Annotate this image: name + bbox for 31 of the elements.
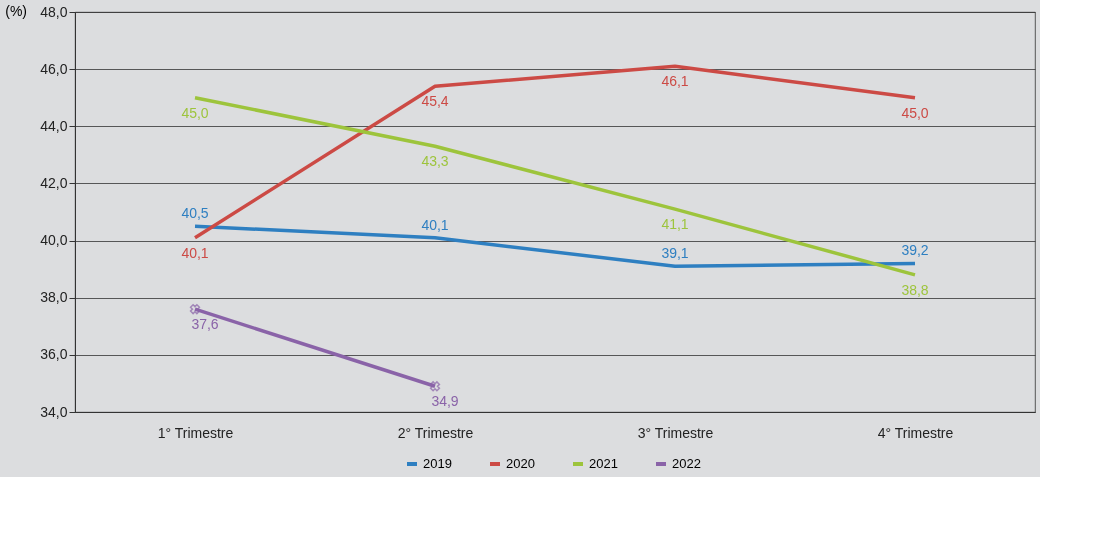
x-tick-label: 4° Trimestre	[877, 424, 954, 441]
y-tick-label: 48,0	[40, 3, 68, 20]
y-tick-label: 42,0	[40, 174, 68, 191]
data-label: 45,0	[901, 104, 929, 121]
legend-label: 2021	[589, 456, 618, 471]
legend-label: 2019	[423, 456, 452, 471]
data-label: 37,6	[191, 316, 219, 333]
y-tick-label: 46,0	[40, 60, 68, 77]
y-tick-label: 34,0	[40, 403, 68, 420]
y-tick-label: 40,0	[40, 232, 68, 249]
data-label: 39,2	[901, 242, 929, 259]
data-label: 39,1	[661, 245, 689, 262]
data-label: 34,9	[431, 393, 459, 410]
data-label: 46,1	[661, 73, 689, 90]
data-label: 40,5	[181, 205, 209, 222]
data-label: 38,8	[901, 281, 929, 298]
data-label: 40,1	[421, 216, 449, 233]
x-tick-label: 3° Trimestre	[637, 424, 714, 441]
x-tick-label: 1° Trimestre	[157, 424, 234, 441]
y-axis-title: (%)	[5, 3, 27, 19]
data-label: 45,4	[421, 93, 449, 110]
y-tick-label: 44,0	[40, 117, 68, 134]
data-label: 43,3	[421, 153, 449, 170]
legend-label: 2022	[672, 456, 701, 471]
legend-label: 2020	[506, 456, 535, 471]
x-tick-label: 2° Trimestre	[397, 424, 474, 441]
data-label: 40,1	[181, 244, 209, 261]
y-tick-label: 38,0	[40, 289, 68, 306]
data-label: 41,1	[661, 216, 689, 233]
data-label: 45,0	[181, 104, 209, 121]
y-tick-label: 36,0	[40, 346, 68, 363]
